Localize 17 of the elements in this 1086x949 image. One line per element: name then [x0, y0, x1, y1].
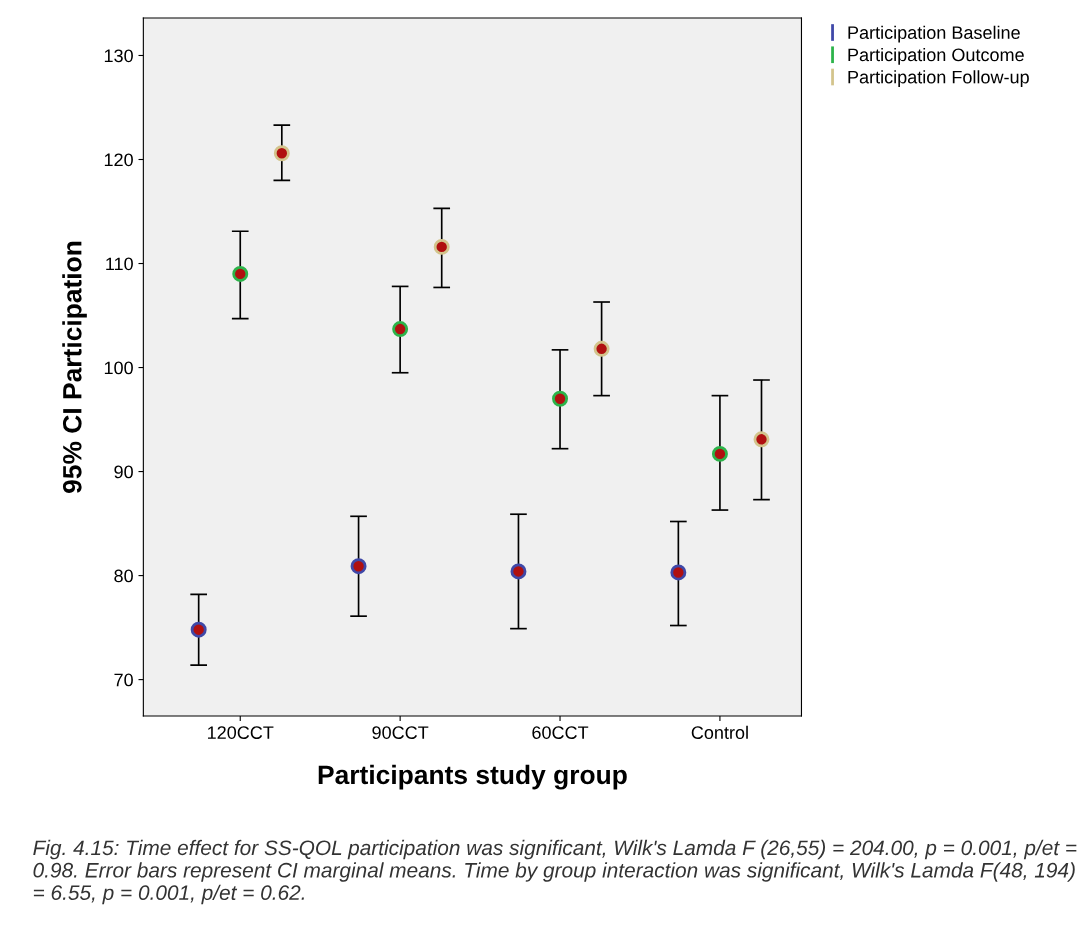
- legend-label: Participation Follow-up: [848, 70, 1029, 88]
- y-axis-title: 95% CI Participation: [62, 241, 87, 493]
- y-tick-label: 70: [114, 673, 133, 687]
- y-tick-label: 80: [114, 569, 133, 583]
- y-tick-label: 120: [104, 153, 133, 167]
- y-tick-label: 90: [114, 465, 133, 479]
- x-tick-label: 60CCT: [532, 726, 589, 740]
- y-tick-label: 100: [104, 361, 133, 375]
- x-tick-label: Control: [691, 725, 748, 740]
- legend-label: Participation Baseline: [848, 25, 1020, 43]
- caption: Fig. 4.15: Time effect for SS-QOL participation was significant, Wilk's Lamda F (26,55) = 204.00, p = 0.001, p/et = 0.98. Error bars represent CI marginal means. Time by group interaction was significant, Wilk's Lamda F(48, 194) = 6.55, p = 0.001, p/et = 0.62.: [33, 839, 1077, 905]
- x-tick-label: 90CCT: [372, 726, 429, 740]
- y-tick-label: 110: [106, 257, 133, 271]
- x-tick-label: 120CCT: [208, 726, 274, 740]
- legend-label: Participation Outcome: [848, 47, 1024, 65]
- y-tick-label: 130: [104, 49, 133, 63]
- x-axis-title: Participants study group: [318, 764, 627, 790]
